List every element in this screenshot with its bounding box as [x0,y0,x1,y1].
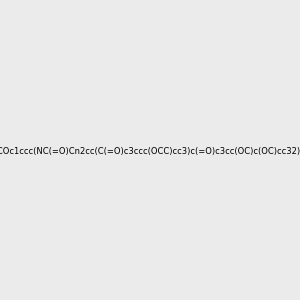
Text: CCOc1ccc(NC(=O)Cn2cc(C(=O)c3ccc(OCC)cc3)c(=O)c3cc(OC)c(OC)cc32)cc1: CCOc1ccc(NC(=O)Cn2cc(C(=O)c3ccc(OCC)cc3)… [0,147,300,156]
